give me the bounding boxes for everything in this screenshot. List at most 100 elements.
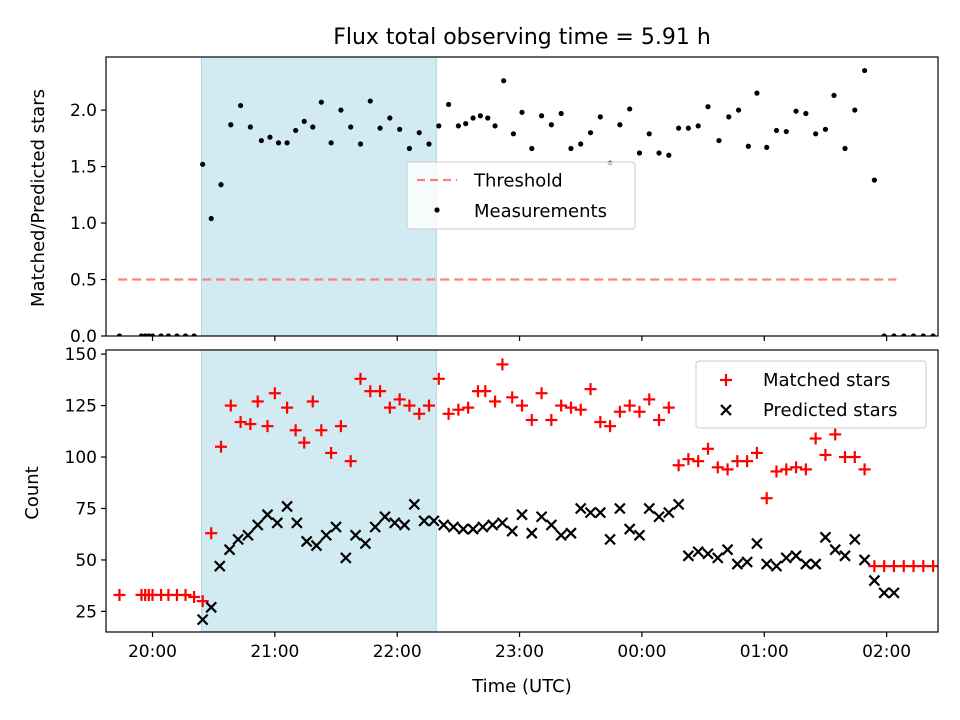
measurement-point [445,101,452,108]
measurement-point [587,130,594,136]
measurement-point [357,141,364,147]
measurement-point [538,113,545,119]
matched-star-point [956,560,960,572]
x-tick-label: 23:00 [495,642,544,662]
axes-frame [105,56,939,337]
predicted-star-stroke-b [780,552,793,564]
predicted-star-point [868,574,881,587]
y-tick-label: 0.5 [70,271,97,291]
predicted-star-point [300,535,313,548]
measurement-point [910,333,917,336]
matched-star-point [403,399,416,412]
predicted-star-stroke-b [692,545,704,558]
predicted-star-stroke-b [682,550,695,562]
predicted-star-point [261,508,274,521]
predicted-star-point [467,523,479,535]
x-tick-label: 00:00 [617,642,666,662]
predicted-star-stroke-b [868,574,881,587]
measurement-point [950,333,955,338]
predicted-star-stroke-b [330,521,342,533]
matched-star-point [535,387,548,400]
matched-star-point [496,358,509,371]
predicted-star-stroke-b [555,529,567,542]
measurement-point [165,333,171,336]
predicted-star-point [369,521,381,533]
measurement-point [764,144,770,150]
predicted-star-point [594,506,607,519]
measurement-point [617,122,623,128]
matched-star-point [633,405,646,418]
predicted-star-point [731,558,744,570]
y-tick-label: 50 [75,551,97,571]
predicted-star-point [196,613,209,626]
predicted-star-stroke-b [888,587,900,599]
x-tick-label: 02:00 [862,642,911,662]
measurement-point [116,333,123,336]
measurement-point [477,113,483,119]
matched-star-point [224,399,237,412]
measurement-point [191,333,197,336]
matched-star-point [701,442,714,455]
predicted-star-stroke-b [447,521,460,533]
legend-measurement-swatch [434,207,440,213]
measurement-point [754,90,760,96]
predicted-star-point [447,521,460,533]
matched-star-point [315,424,328,437]
matched-star-point [334,420,347,433]
matched-star-point [244,418,257,431]
matched-star-point [584,383,597,396]
predicted-star-point [214,560,226,572]
legend-bottom: Matched stars Predicted stars [695,360,927,429]
matched-star-point [653,413,666,426]
y-axis-label-top: Matched/Predicted stars [28,89,49,307]
predicted-star-point [408,498,421,511]
predicted-star-point [623,523,636,535]
matched-star-point [555,399,568,412]
measurement-point [783,128,789,135]
measurement-point [348,124,354,130]
measurement-point [485,115,491,121]
predicted-star-stroke-b [858,554,871,566]
matched-star-point [442,407,455,420]
measurement-point [529,145,535,152]
predicted-star-stroke-b [721,543,734,556]
predicted-star-stroke-b [800,558,812,570]
predicted-star-stroke-b [643,502,656,515]
matched-star-point [383,401,396,414]
measurement-point [578,141,584,147]
measurement-point [831,92,837,99]
legend-top-frame [406,161,636,230]
matched-star-point [452,403,465,416]
predicted-star-point [741,556,753,568]
x-tick-label: 21:00 [250,642,299,662]
matched-star-point [374,385,387,398]
predicted-star-point [349,529,362,542]
predicted-star-point [281,500,293,513]
matched-star-point [261,420,274,433]
measurement-point [328,140,334,146]
predicted-star-stroke-b [751,537,763,550]
observing-span-shade [200,56,437,337]
top-panel: 0.0 0.5 1.0 1.5 2.0 [70,56,955,347]
predicted-star-stroke-b [760,558,773,570]
measurement-point [387,115,393,121]
predicted-star-stroke-b [594,506,607,519]
matched-star-point [179,588,192,601]
matched-star-point [188,591,201,604]
predicted-star-stroke-b [205,601,218,614]
legend-threshold-label: Threshold [473,171,563,192]
matched-star-point [848,451,861,464]
legend-predicted-swatch [720,404,732,416]
measurement-point [548,122,554,128]
measurement-point [627,106,633,112]
bottom-panel: 25 50 75 100 125 150 20:00 21:00 22:00 23:00 00:00… [65,345,960,662]
measurement-point [803,110,809,117]
predicted-star-point [878,587,890,599]
predicted-star-point [516,508,528,521]
y-tick-label: 1.5 [70,158,97,178]
matched-star-point [489,395,502,408]
legend-predicted-label: Predicted stars [763,400,897,421]
matched-star-point [829,428,842,441]
data-marks [116,67,955,338]
matched-star-point [936,565,938,568]
